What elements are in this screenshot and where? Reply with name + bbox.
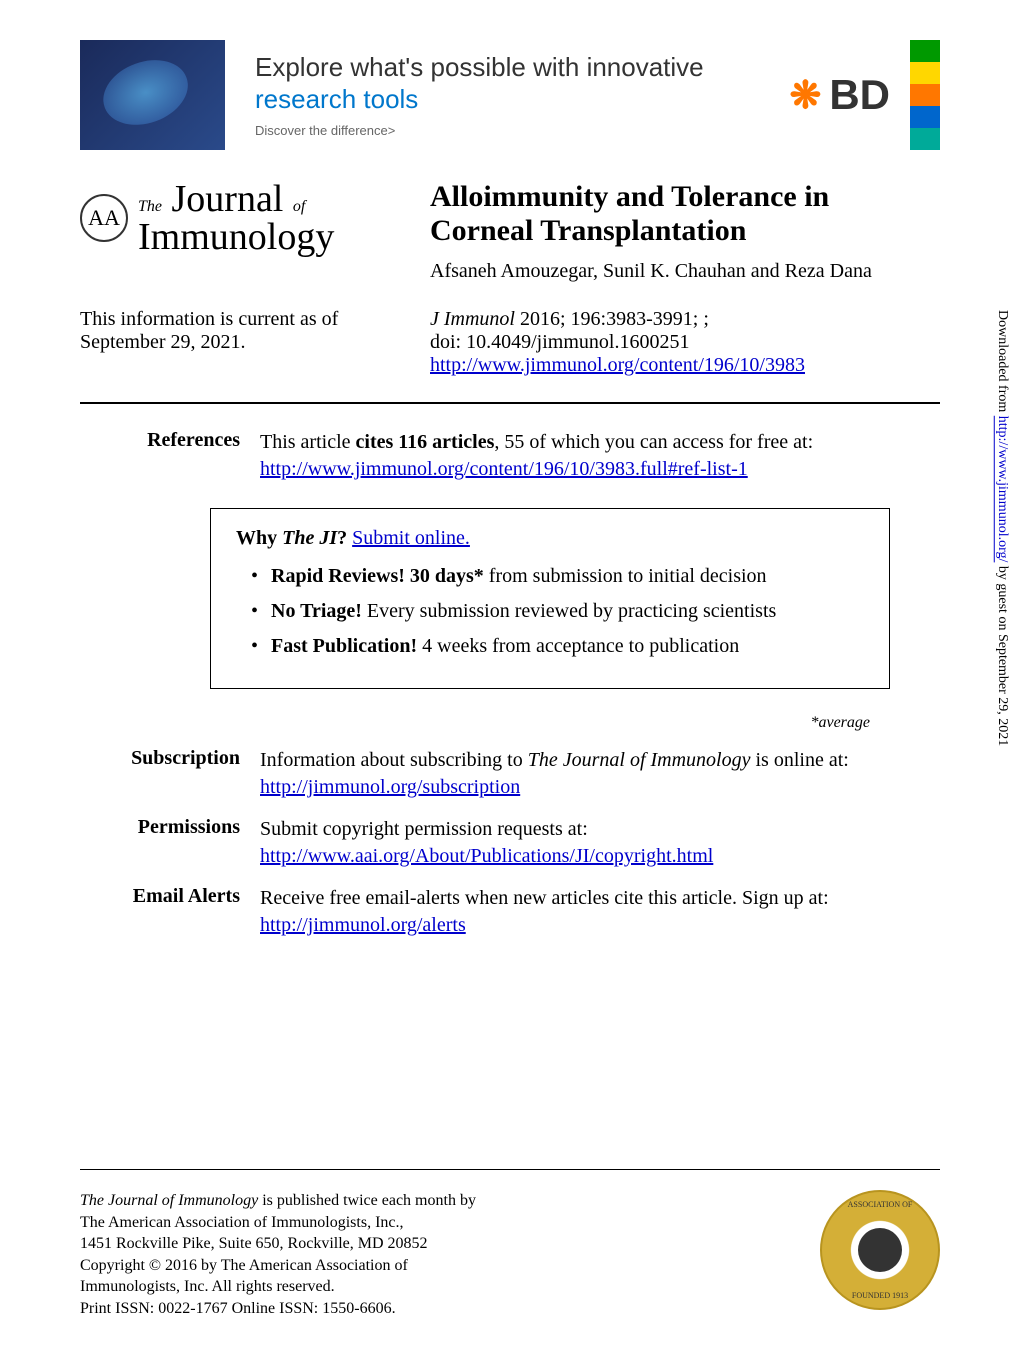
references-row: References This article cites 116 articl… — [80, 429, 940, 483]
journal-text: The Journal of Immunology — [138, 180, 334, 256]
footer-text: The Journal of Immunology is published t… — [80, 1190, 780, 1320]
seal-top: ASSOCIATION OF — [822, 1200, 938, 1209]
divider-thick-1 — [80, 402, 940, 404]
why-box: Why The JI? Submit online. Rapid Reviews… — [210, 508, 890, 689]
strip-green — [910, 40, 940, 62]
article-title: Alloimmunity and Tolerance in Corneal Tr… — [430, 180, 940, 248]
footer-l3: 1451 Rockville Pike, Suite 650, Rockvill… — [80, 1235, 428, 1252]
why-title-q: ? — [337, 527, 352, 549]
bd-flower-icon: ❋ — [789, 73, 821, 118]
why-title-bold: Why — [236, 527, 282, 549]
logo-the: The — [138, 198, 162, 215]
why-b1-rest: from submission to initial decision — [484, 565, 767, 587]
strip-teal — [910, 128, 940, 150]
references-link[interactable]: http://www.jimmunol.org/content/196/10/3… — [260, 458, 748, 480]
download-info-side: Downloaded from http://www.jimmunol.org/… — [994, 310, 1010, 746]
banner-text-block: Explore what's possible with innovative … — [225, 42, 789, 147]
why-b3-bold: Fast Publication! — [271, 635, 417, 657]
logo-immunology: Immunology — [138, 216, 334, 258]
side-link[interactable]: http://www.jimmunol.org/ — [995, 416, 1010, 563]
strip-orange — [910, 84, 940, 106]
footer-l6: Print ISSN: 0022-1767 Online ISSN: 1550-… — [80, 1300, 396, 1317]
banner-title: Explore what's possible with innovative … — [255, 52, 759, 114]
sub-text: Information about subscribing to — [260, 749, 528, 771]
permissions-row: Permissions Submit copyright permission … — [80, 816, 940, 870]
why-bullet-2: No Triage! Every submission reviewed by … — [251, 600, 864, 623]
ref-text-3: , 55 of which you can access for free at… — [494, 431, 813, 453]
ref-text-2: cites 116 articles — [356, 431, 495, 453]
why-b1-bold: Rapid Reviews! 30 days* — [271, 565, 484, 587]
sub-italic: The Journal of Immunology — [528, 749, 751, 771]
why-footnote: *average — [80, 714, 870, 732]
footer-l4: Copyright © 2016 by The American Associa… — [80, 1257, 408, 1274]
bd-text: BD — [829, 71, 890, 119]
footer-l1-i: The Journal of Immunology — [80, 1192, 258, 1209]
side-post: by guest on September 29, 2021 — [995, 562, 1010, 746]
why-b2-rest: Every submission reviewed by practicing … — [362, 600, 776, 622]
why-title-italic: The JI — [282, 527, 337, 549]
logo-of: of — [293, 198, 305, 215]
subscription-label: Subscription — [80, 747, 260, 801]
bd-logo-wrap: ❋ BD — [789, 40, 940, 150]
perm-text: Submit copyright permission requests at: — [260, 818, 588, 840]
divider-thin-1 — [80, 1169, 940, 1170]
citation-journal: J Immunol — [430, 308, 515, 330]
header-row: AA The Journal of Immunology Alloimmunit… — [80, 180, 940, 298]
permissions-content: Submit copyright permission requests at:… — [260, 816, 940, 870]
email-alerts-content: Receive free email-alerts when new artic… — [260, 885, 940, 939]
color-strip — [910, 40, 940, 150]
why-b3-rest: 4 weeks from acceptance to publication — [417, 635, 739, 657]
citation-block: J Immunol 2016; 196:3983-3991; ; doi: 10… — [430, 308, 940, 377]
alert-text: Receive free email-alerts when new artic… — [260, 887, 829, 909]
sub-text2: is online at: — [751, 749, 849, 771]
email-alerts-link[interactable]: http://jimmunol.org/alerts — [260, 914, 466, 936]
email-alerts-row: Email Alerts Receive free email-alerts w… — [80, 885, 940, 939]
banner-subtitle: Discover the difference> — [255, 123, 759, 138]
subscription-link[interactable]: http://jimmunol.org/subscription — [260, 776, 520, 798]
subscription-content: Information about subscribing to The Jou… — [260, 747, 940, 801]
aai-seal-icon: ASSOCIATION OF FOUNDED 1913 — [820, 1190, 940, 1310]
current-info: This information is current as of Septem… — [80, 308, 400, 377]
side-pre: Downloaded from — [995, 310, 1010, 416]
citation-details: 2016; 196:3983-3991; ; — [515, 308, 709, 330]
journal-logo: AA The Journal of Immunology — [80, 180, 400, 256]
references-content: This article cites 116 articles, 55 of w… — [260, 429, 940, 483]
article-block: Alloimmunity and Tolerance in Corneal Tr… — [430, 180, 940, 298]
why-bullet-3: Fast Publication! 4 weeks from acceptanc… — [251, 635, 864, 658]
permissions-link[interactable]: http://www.aai.org/About/Publications/JI… — [260, 845, 713, 867]
meta-row: This information is current as of Septem… — [80, 308, 940, 377]
why-title: Why The JI? Submit online. — [236, 527, 864, 550]
seal-bottom: FOUNDED 1913 — [822, 1291, 938, 1300]
references-label: References — [80, 429, 260, 483]
logo-circle-icon: AA — [80, 194, 128, 242]
why-list: Rapid Reviews! 30 days* from submission … — [236, 565, 864, 658]
permissions-label: Permissions — [80, 816, 260, 870]
footer-row: The Journal of Immunology is published t… — [80, 1190, 940, 1320]
email-alerts-label: Email Alerts — [80, 885, 260, 939]
seal-inner — [858, 1228, 902, 1272]
footer-l2: The American Association of Immunologist… — [80, 1214, 404, 1231]
banner-image — [80, 40, 225, 150]
citation-doi: doi: 10.4049/jimmunol.1600251 — [430, 331, 689, 353]
ad-banner: Explore what's possible with innovative … — [80, 40, 940, 150]
banner-title-dark: Explore what's possible with innovative — [255, 52, 704, 82]
why-b2-bold: No Triage! — [271, 600, 362, 622]
subscription-row: Subscription Information about subscribi… — [80, 747, 940, 801]
why-bullet-1: Rapid Reviews! 30 days* from submission … — [251, 565, 864, 588]
strip-blue — [910, 106, 940, 128]
banner-title-blue: research tools — [255, 84, 418, 114]
bd-logo: ❋ BD — [789, 71, 910, 119]
why-submit-link[interactable]: Submit online. — [352, 527, 470, 549]
footer-l5: Immunologists, Inc. All rights reserved. — [80, 1278, 335, 1295]
citation-link[interactable]: http://www.jimmunol.org/content/196/10/3… — [430, 354, 805, 376]
strip-yellow — [910, 62, 940, 84]
logo-journal: Journal — [172, 178, 284, 220]
ref-text-1: This article — [260, 431, 356, 453]
footer-l1: is published twice each month by — [258, 1192, 476, 1209]
article-authors: Afsaneh Amouzegar, Sunil K. Chauhan and … — [430, 260, 940, 283]
